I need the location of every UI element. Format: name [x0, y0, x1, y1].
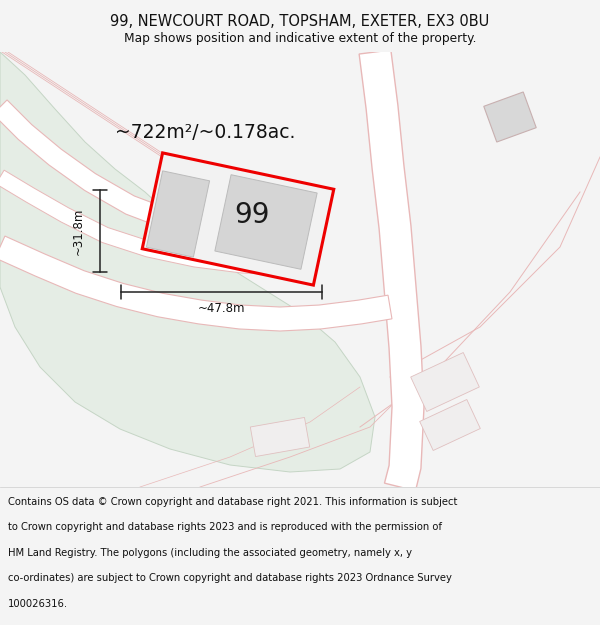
Polygon shape — [419, 399, 481, 451]
Polygon shape — [0, 52, 375, 472]
Text: ~31.8m: ~31.8m — [71, 208, 85, 255]
Text: 99, NEWCOURT ROAD, TOPSHAM, EXETER, EX3 0BU: 99, NEWCOURT ROAD, TOPSHAM, EXETER, EX3 … — [110, 14, 490, 29]
Text: ~47.8m: ~47.8m — [198, 301, 245, 314]
Text: ~722m²/~0.178ac.: ~722m²/~0.178ac. — [115, 122, 295, 141]
Text: HM Land Registry. The polygons (including the associated geometry, namely x, y: HM Land Registry. The polygons (includin… — [8, 548, 412, 558]
Polygon shape — [0, 170, 286, 275]
Polygon shape — [410, 352, 479, 411]
Polygon shape — [359, 50, 424, 491]
Polygon shape — [142, 153, 334, 285]
Text: Map shows position and indicative extent of the property.: Map shows position and indicative extent… — [124, 32, 476, 45]
Polygon shape — [146, 171, 209, 257]
Polygon shape — [250, 418, 310, 456]
Text: 99: 99 — [234, 201, 270, 229]
Polygon shape — [0, 100, 311, 255]
Text: 100026316.: 100026316. — [8, 599, 68, 609]
Polygon shape — [484, 92, 536, 142]
Polygon shape — [0, 236, 392, 331]
Text: Contains OS data © Crown copyright and database right 2021. This information is : Contains OS data © Crown copyright and d… — [8, 497, 457, 507]
Text: co-ordinates) are subject to Crown copyright and database rights 2023 Ordnance S: co-ordinates) are subject to Crown copyr… — [8, 573, 452, 583]
Polygon shape — [215, 175, 317, 269]
Text: to Crown copyright and database rights 2023 and is reproduced with the permissio: to Crown copyright and database rights 2… — [8, 522, 442, 532]
